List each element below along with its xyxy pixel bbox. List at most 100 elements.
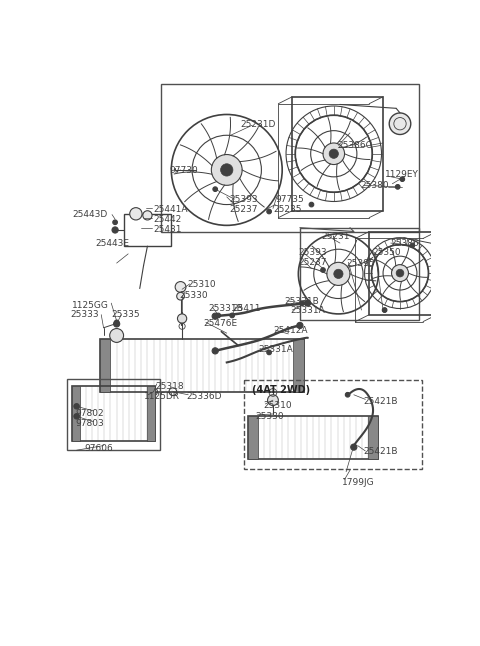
- Bar: [300, 227, 419, 320]
- Circle shape: [383, 308, 386, 312]
- Circle shape: [110, 329, 123, 342]
- Circle shape: [216, 313, 221, 318]
- Circle shape: [351, 444, 357, 450]
- Text: 25231: 25231: [322, 231, 350, 240]
- Text: 25386C: 25386C: [337, 141, 372, 150]
- Text: 25331B: 25331B: [285, 297, 319, 306]
- Circle shape: [389, 113, 411, 134]
- Text: 25431: 25431: [154, 225, 182, 234]
- Circle shape: [396, 185, 400, 189]
- Circle shape: [175, 282, 186, 293]
- Circle shape: [382, 307, 387, 313]
- Circle shape: [112, 227, 118, 233]
- Circle shape: [74, 404, 79, 409]
- Circle shape: [334, 269, 343, 278]
- Bar: [292, 97, 383, 211]
- Text: 25393: 25393: [299, 249, 327, 258]
- Text: 25336D: 25336D: [186, 391, 221, 401]
- Text: 97802: 97802: [75, 409, 104, 417]
- Circle shape: [323, 143, 345, 165]
- Text: 25421B: 25421B: [364, 397, 398, 406]
- Text: 25237: 25237: [229, 205, 258, 214]
- Text: 25333: 25333: [71, 310, 99, 319]
- Circle shape: [211, 154, 242, 185]
- Text: 1125GG: 1125GG: [72, 301, 109, 310]
- Circle shape: [440, 247, 458, 266]
- Text: 25310: 25310: [188, 280, 216, 289]
- Circle shape: [327, 262, 350, 286]
- Text: 1799JG: 1799JG: [342, 478, 375, 487]
- Text: (4AT 2WD): (4AT 2WD): [252, 385, 310, 395]
- Text: 25393: 25393: [229, 194, 258, 203]
- Text: 25331A: 25331A: [258, 345, 293, 354]
- Text: 25443E: 25443E: [95, 239, 129, 248]
- Text: 25380: 25380: [360, 182, 389, 191]
- Bar: [72, 386, 155, 441]
- Circle shape: [309, 202, 314, 207]
- Bar: [248, 416, 378, 459]
- Circle shape: [396, 269, 404, 277]
- Bar: [369, 416, 378, 459]
- Bar: [124, 214, 170, 246]
- Circle shape: [113, 220, 118, 225]
- Text: 25310: 25310: [263, 401, 291, 410]
- Text: 25231D: 25231D: [240, 120, 276, 129]
- Text: 25476E: 25476E: [203, 318, 237, 328]
- Text: 1125DR: 1125DR: [144, 391, 180, 401]
- Bar: [67, 379, 160, 450]
- Text: 25443D: 25443D: [72, 210, 107, 219]
- Bar: [248, 416, 258, 459]
- Text: 25441A: 25441A: [154, 205, 188, 214]
- Circle shape: [267, 395, 278, 406]
- Text: 25411: 25411: [232, 304, 261, 313]
- Text: 25442: 25442: [154, 214, 182, 224]
- Text: 25331A: 25331A: [291, 306, 325, 315]
- Bar: [100, 339, 304, 391]
- Circle shape: [410, 243, 415, 247]
- Circle shape: [321, 267, 325, 273]
- Circle shape: [143, 211, 152, 220]
- Text: 25395: 25395: [346, 259, 375, 268]
- Text: 25237: 25237: [299, 258, 327, 267]
- Text: 97735: 97735: [275, 194, 304, 203]
- Text: 25235: 25235: [273, 205, 301, 214]
- Circle shape: [230, 313, 234, 318]
- Bar: [244, 380, 422, 469]
- Circle shape: [267, 209, 271, 214]
- Text: 1129EY: 1129EY: [384, 170, 419, 179]
- Circle shape: [178, 314, 187, 323]
- Text: 25331B: 25331B: [208, 304, 243, 313]
- Text: 25330: 25330: [255, 412, 284, 421]
- Circle shape: [74, 413, 79, 419]
- Circle shape: [114, 320, 119, 325]
- Circle shape: [177, 293, 184, 300]
- Text: 25421B: 25421B: [364, 447, 398, 456]
- Text: 25330: 25330: [180, 291, 208, 300]
- Text: 97803: 97803: [75, 419, 104, 428]
- Circle shape: [212, 313, 218, 319]
- Text: 25318: 25318: [155, 382, 184, 391]
- Circle shape: [297, 322, 303, 329]
- Bar: [100, 339, 110, 391]
- Text: 97606: 97606: [84, 444, 113, 453]
- Bar: [161, 84, 419, 231]
- Circle shape: [130, 207, 142, 220]
- Circle shape: [221, 163, 233, 176]
- Circle shape: [213, 187, 217, 191]
- Text: 25412A: 25412A: [273, 326, 308, 335]
- Circle shape: [400, 177, 405, 182]
- Bar: [72, 386, 80, 441]
- Text: 25335: 25335: [111, 310, 140, 319]
- Circle shape: [304, 300, 311, 306]
- Text: 97730: 97730: [169, 166, 198, 175]
- Circle shape: [212, 348, 218, 354]
- Circle shape: [345, 393, 350, 397]
- Bar: [293, 339, 304, 391]
- Circle shape: [114, 321, 120, 327]
- Circle shape: [267, 350, 271, 355]
- Bar: [369, 231, 437, 315]
- Bar: [147, 386, 155, 441]
- Circle shape: [392, 265, 408, 282]
- Text: 25386: 25386: [390, 239, 419, 248]
- Circle shape: [300, 301, 304, 306]
